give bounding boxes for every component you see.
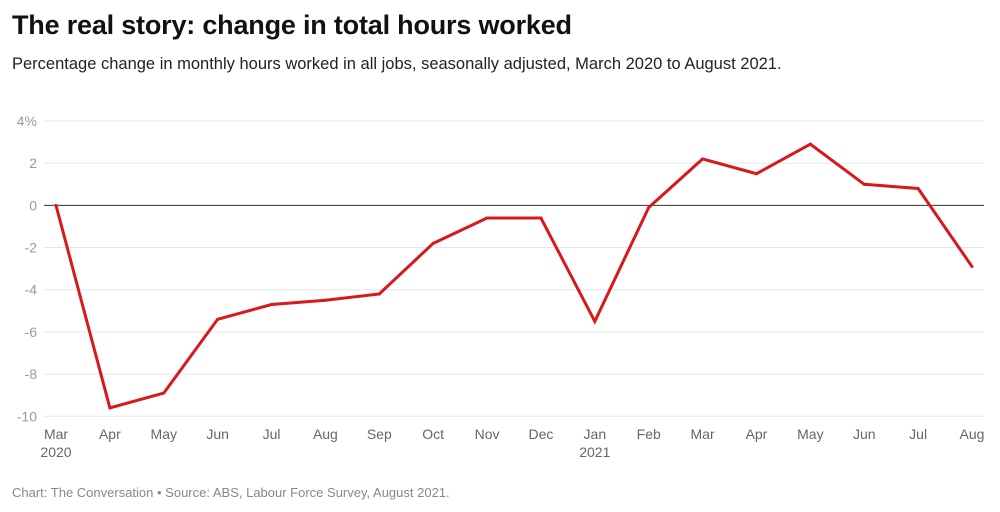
- y-tick-label: -4: [25, 282, 38, 298]
- x-tick-label: Jan: [584, 426, 607, 442]
- x-tick-label: Apr: [99, 426, 121, 442]
- data-point: [754, 172, 758, 176]
- data-point: [485, 216, 489, 220]
- series-line: [54, 142, 974, 410]
- x-tick-label: Feb: [637, 426, 661, 442]
- x-tick-label: Dec: [528, 426, 553, 442]
- data-point: [108, 406, 112, 410]
- data-point: [539, 216, 543, 220]
- x-tick-year-label: 2020: [40, 444, 71, 460]
- y-tick-label: 0: [29, 197, 37, 213]
- data-point: [216, 317, 220, 321]
- x-tick-label: Nov: [475, 426, 500, 442]
- y-tick-label: 2: [29, 155, 37, 171]
- x-tick-label: Apr: [746, 426, 768, 442]
- y-tick-label: -2: [25, 240, 38, 256]
- x-tick-label: Mar: [691, 426, 715, 442]
- chart-subtitle: Percentage change in monthly hours worke…: [12, 55, 782, 73]
- y-tick-label: -10: [17, 408, 37, 424]
- data-point: [862, 182, 866, 186]
- data-point: [916, 186, 920, 190]
- x-tick-label: May: [797, 426, 823, 442]
- data-point: [162, 391, 166, 395]
- x-tick-label: Mar: [44, 426, 68, 442]
- y-tick-label: 4%: [17, 113, 37, 129]
- data-point: [270, 303, 274, 307]
- data-point: [431, 241, 435, 245]
- x-tick-year-label: 2021: [579, 444, 610, 460]
- data-point: [701, 157, 705, 161]
- chart-source: Chart: The Conversation • Source: ABS, L…: [12, 485, 450, 500]
- chart-title: The real story: change in total hours wo…: [12, 10, 572, 40]
- x-tick-label: Jul: [263, 426, 281, 442]
- data-point: [647, 205, 651, 209]
- x-tick-label: Jun: [853, 426, 876, 442]
- data-point: [323, 298, 327, 302]
- x-tick-label: Aug: [313, 426, 338, 442]
- x-tick-label: Sep: [367, 426, 392, 442]
- data-point: [54, 203, 58, 207]
- y-tick-label: -8: [25, 366, 38, 382]
- data-point: [970, 265, 974, 269]
- y-tick-label: -6: [25, 324, 38, 340]
- x-tick-label: Jul: [909, 426, 927, 442]
- x-tick-label: Aug: [960, 426, 985, 442]
- x-tick-label: Oct: [422, 426, 444, 442]
- data-point: [593, 319, 597, 323]
- data-point: [808, 142, 812, 146]
- data-point: [377, 292, 381, 296]
- x-tick-label: May: [151, 426, 177, 442]
- x-tick-label: Jun: [206, 426, 229, 442]
